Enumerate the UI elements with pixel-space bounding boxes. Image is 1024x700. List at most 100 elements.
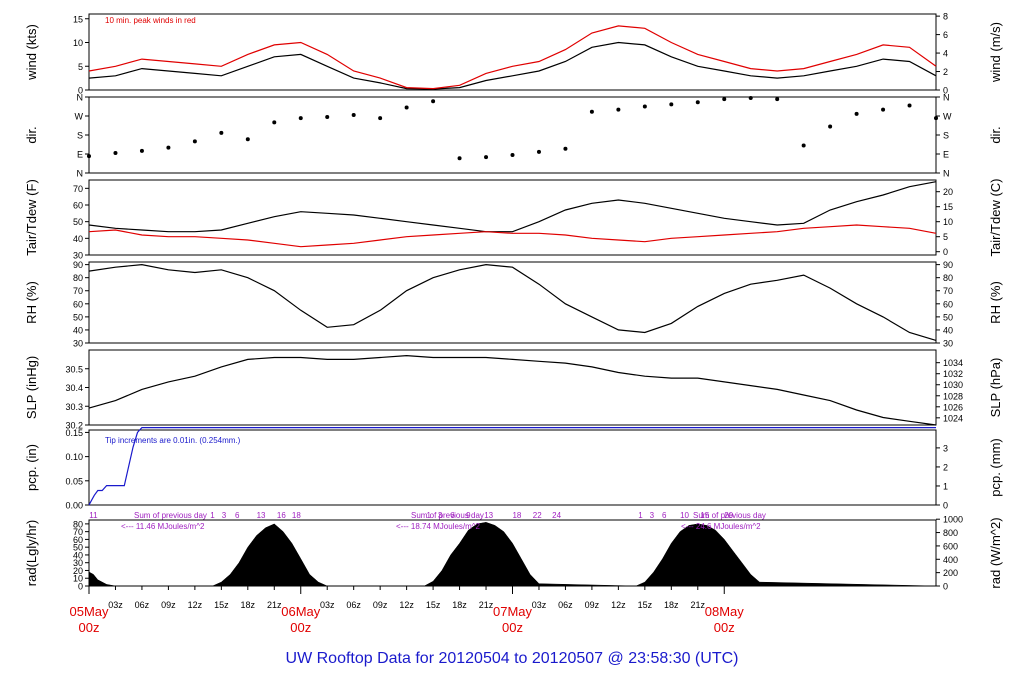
dir-point xyxy=(669,102,674,107)
rad-daily-sum-value: <--- 11.46 MJoules/m^2 xyxy=(121,522,205,531)
y-tick-label-rh: 50 xyxy=(73,312,83,322)
y-tick-label-temp: 60 xyxy=(73,201,83,211)
y-tick-label-dir: N xyxy=(77,93,84,103)
y-right-tick-label-rh: 80 xyxy=(943,273,953,283)
y-right-tick-label-rad: 1000 xyxy=(943,515,963,525)
rad-hour-label: 1 xyxy=(210,511,215,520)
y-tick-label-pcp: 0.10 xyxy=(65,452,83,462)
dir-point xyxy=(272,120,277,125)
x-tick-label: 18z xyxy=(241,600,256,610)
panel-frame-pcp xyxy=(88,429,937,506)
y-right-tick-label-rh: 90 xyxy=(943,260,953,270)
y-right-tick-label-temp: 10 xyxy=(943,217,953,227)
x-tick-label: 12z xyxy=(399,600,414,610)
rad-hour-label: 22 xyxy=(533,511,542,520)
rad-hour-label: 6 xyxy=(662,511,667,520)
rad-hour-label: 11 xyxy=(89,511,98,520)
y-axis-label-wind: wind (kts) xyxy=(24,24,39,81)
rad-hour-label: 1 xyxy=(426,511,431,520)
rad-hour-label: 24 xyxy=(552,511,561,520)
panel-frame-wind xyxy=(88,13,937,91)
y-tick-label-rh: 40 xyxy=(73,325,83,335)
y-tick-label-rad: 70 xyxy=(73,527,83,537)
y-axis-label-temp: Tair/Tdew (F) xyxy=(24,179,39,256)
x-day-date-label: 07May xyxy=(493,604,533,619)
dir-point xyxy=(801,143,806,148)
dir-point xyxy=(563,146,568,151)
dir-point xyxy=(113,150,118,155)
y-tick-label-dir: N xyxy=(77,169,84,179)
series-line-temp-0 xyxy=(88,181,937,233)
dir-point xyxy=(457,156,462,161)
dir-point xyxy=(881,107,886,112)
rad-daily-sum-title: Sum of previous day xyxy=(693,511,766,520)
dir-point xyxy=(722,97,727,102)
y-tick-label-rh: 30 xyxy=(73,339,83,349)
x-tick-label: 18z xyxy=(664,600,679,610)
y-tick-label-rad: 80 xyxy=(73,519,83,529)
dir-point xyxy=(775,97,780,102)
series-line-rh-0 xyxy=(88,263,937,341)
dir-point xyxy=(404,105,409,110)
y-right-tick-label-wind: 6 xyxy=(943,30,948,40)
y-axis-label-right-pcp: pcp. (mm) xyxy=(988,438,1003,497)
dir-point xyxy=(536,149,541,154)
dir-point xyxy=(748,96,753,101)
dir-point xyxy=(907,103,912,108)
y-tick-label-wind: 10 xyxy=(73,38,83,48)
dir-point xyxy=(245,137,250,142)
y-tick-label-rad: 30 xyxy=(73,558,83,568)
y-tick-label-temp: 30 xyxy=(73,251,83,261)
y-tick-label-rad: 40 xyxy=(73,550,83,560)
series-line-pcp-0 xyxy=(88,427,936,506)
dir-point xyxy=(219,130,224,135)
y-tick-label-slp: 30.4 xyxy=(65,383,83,393)
y-right-tick-label-rad: 800 xyxy=(943,528,958,538)
dir-point xyxy=(431,99,436,104)
x-tick-label: 09z xyxy=(373,600,388,610)
y-right-tick-label-slp: 1024 xyxy=(943,413,963,423)
y-right-tick-label-dir: N xyxy=(943,169,950,179)
y-tick-label-wind: 5 xyxy=(78,62,83,72)
rad-daily-sum-value: <--- 18.74 MJoules/m^2 xyxy=(396,522,481,531)
y-axis-label-right-wind: wind (m/s) xyxy=(988,22,1003,83)
y-right-tick-label-rad: 600 xyxy=(943,541,958,551)
dir-point xyxy=(139,148,144,153)
dir-point xyxy=(510,153,515,158)
y-right-tick-label-pcp: 2 xyxy=(943,462,948,472)
rad-hour-label: 6 xyxy=(450,511,455,520)
precip-tip-note: Tip increments are 0.01in. (0.254mm.) xyxy=(105,436,241,445)
y-axis-label-pcp: pcp. (in) xyxy=(24,444,39,491)
rad-hour-label: 1 xyxy=(638,511,643,520)
rad-hour-label: 20 xyxy=(724,511,733,520)
y-right-tick-label-rh: 50 xyxy=(943,312,953,322)
y-axis-label-right-rad: rad (W/m^2) xyxy=(988,517,1003,588)
y-right-tick-label-pcp: 0 xyxy=(943,501,948,511)
x-day-time-label: 00z xyxy=(290,620,311,635)
y-tick-label-temp: 70 xyxy=(73,184,83,194)
x-tick-label: 15z xyxy=(426,600,441,610)
series-line-wind-0 xyxy=(88,41,937,90)
x-day-date-label: 08May xyxy=(705,604,745,619)
y-right-tick-label-slp: 1026 xyxy=(943,402,963,412)
y-tick-label-rh: 70 xyxy=(73,286,83,296)
y-axis-label-rad: rad(Lgly/hr) xyxy=(24,520,39,586)
y-right-tick-label-wind: 0 xyxy=(943,86,948,96)
rad-daily-sum-title: Sum of previous day xyxy=(411,511,484,520)
series-line-temp-1 xyxy=(88,224,937,248)
y-right-tick-label-temp: 15 xyxy=(943,202,953,212)
y-tick-label-dir: W xyxy=(75,112,84,122)
rad-hour-label: 15 xyxy=(700,511,709,520)
y-right-tick-label-dir: W xyxy=(943,112,952,122)
chart-footer-title: UW Rooftop Data for 20120504 to 20120507… xyxy=(285,650,739,667)
panel-frame-rh xyxy=(88,261,937,344)
rad-hour-label: 3 xyxy=(222,511,227,520)
dir-point xyxy=(484,155,489,160)
dir-point xyxy=(192,139,197,144)
rad-daily-sum-value: <--- 24.6 MJoules/m^2 xyxy=(681,522,761,531)
rad-hour-label: 9 xyxy=(466,511,471,520)
y-right-tick-label-temp: 0 xyxy=(943,247,948,257)
rad-hour-label: 13 xyxy=(257,511,266,520)
rad-hour-label: 13 xyxy=(484,511,493,520)
